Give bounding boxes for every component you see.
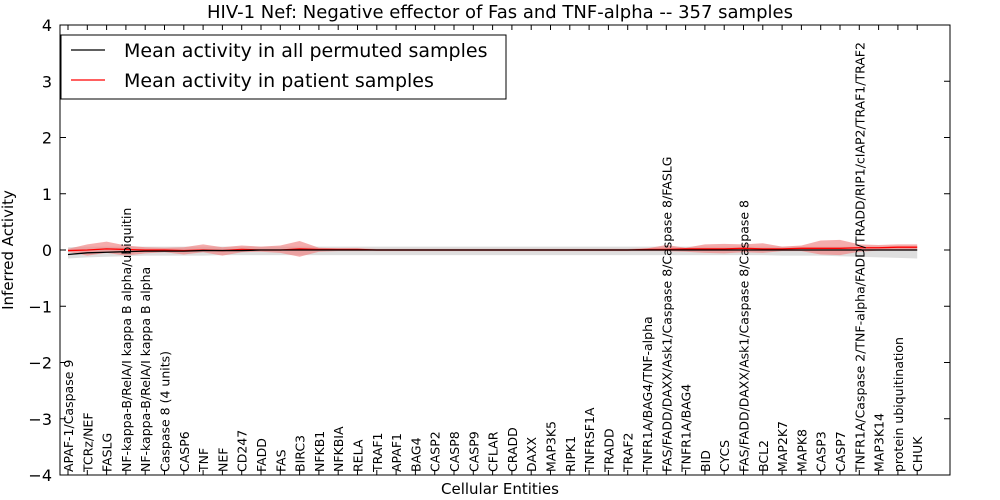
x-tick-label: CASP3 bbox=[814, 431, 829, 472]
y-tick-label: 1 bbox=[42, 185, 52, 204]
x-tick-label: BIRC3 bbox=[293, 435, 308, 472]
y-tick-label: 3 bbox=[42, 72, 52, 91]
x-tick-label: NFKB1 bbox=[312, 431, 327, 472]
y-axis: −4 −3 −2 −1 0 1 2 3 4 bbox=[28, 16, 950, 485]
x-tick-label: FADD bbox=[254, 438, 269, 472]
x-tick-label: DAXX bbox=[524, 436, 539, 472]
x-tick-label: RIPK1 bbox=[563, 436, 578, 472]
y-axis-label: Inferred Activity bbox=[0, 190, 17, 310]
x-tick-label: CASP6 bbox=[177, 431, 192, 472]
x-tick-label: MAP3K14 bbox=[872, 413, 887, 472]
y-tick-label: −2 bbox=[28, 354, 52, 373]
legend-label-permuted: Mean activity in all permuted samples bbox=[124, 40, 487, 62]
legend: Mean activity in all permuted samples Me… bbox=[60, 34, 507, 100]
x-tick-label: protein ubiquitination bbox=[891, 337, 906, 472]
x-tick-label: CASP2 bbox=[428, 431, 443, 472]
x-tick-label: NEF bbox=[215, 448, 230, 472]
legend-label-patient: Mean activity in patient samples bbox=[124, 70, 434, 92]
x-tick-label: BID bbox=[698, 450, 713, 472]
patient-band bbox=[68, 239, 918, 257]
y-tick-label: 2 bbox=[42, 129, 52, 148]
x-tick-label: CRADD bbox=[505, 427, 520, 472]
x-tick-label: FAS bbox=[273, 449, 288, 472]
x-tick-label: NFKBIA bbox=[331, 426, 346, 472]
x-tick-label: TRADD bbox=[601, 428, 616, 473]
x-tick-label: CD247 bbox=[235, 430, 250, 472]
y-tick-label: −4 bbox=[28, 466, 52, 485]
x-tick-label: CHUK bbox=[910, 436, 925, 472]
x-tick-label: FAS/FADD/DAXX/Ask1/Caspase 8/Caspase 8/F… bbox=[659, 157, 674, 472]
x-tick-label: BCL2 bbox=[756, 440, 771, 472]
series-lines bbox=[67, 246, 918, 256]
x-tick-label: MAP2K7 bbox=[775, 421, 790, 472]
x-tick-label: CFLAR bbox=[486, 431, 501, 472]
x-tick-label: TRAF1 bbox=[370, 432, 385, 473]
y-tick-label: 0 bbox=[42, 241, 52, 260]
x-tick-label: CASP9 bbox=[466, 431, 481, 472]
permuted-mean-line bbox=[67, 249, 918, 256]
x-axis: APAF-1/Caspase 9 TCRz/NEF FASLG NF-kappa-B/… bbox=[61, 25, 925, 475]
y-tick-label: 4 bbox=[42, 16, 52, 35]
x-tick-label: APAF-1/Caspase 9 bbox=[61, 360, 76, 472]
x-tick-label: TNFR1A/Caspase 2/TNF-alpha/FADD/TRADD/RI… bbox=[852, 42, 867, 473]
x-tick-label: TNFR1A/BAG4 bbox=[679, 384, 694, 473]
x-tick-label: NF-kappa-B/RelA/I kappa B alpha bbox=[138, 267, 153, 472]
x-tick-label: NF-kappa-B/RelA/I kappa B alpha/ubiquiti… bbox=[119, 208, 134, 472]
x-tick-label: TNF bbox=[196, 448, 211, 473]
x-tick-label: BAG4 bbox=[408, 437, 423, 472]
x-tick-label: FAS/FADD/DAXX/Ask1/Caspase 8/Caspase 8 bbox=[737, 200, 752, 472]
x-tick-label: CASP8 bbox=[447, 431, 462, 472]
chart-title: HIV-1 Nef: Negative effector of Fas and … bbox=[207, 2, 793, 23]
x-tick-label: TCRz/NEF bbox=[80, 412, 95, 473]
x-tick-label: CYCS bbox=[717, 440, 732, 472]
x-tick-label: FASLG bbox=[100, 433, 115, 472]
y-tick-label: −3 bbox=[28, 410, 52, 429]
x-tick-label: CASP7 bbox=[833, 431, 848, 472]
x-tick-label: TRAF2 bbox=[621, 432, 636, 473]
x-axis-label: Cellular Entities bbox=[441, 480, 559, 498]
x-tick-label: TNFRSF1A bbox=[582, 407, 597, 473]
x-tick-label: RELA bbox=[351, 439, 366, 472]
x-tick-label: MAP3K5 bbox=[544, 421, 559, 472]
x-tick-label: MAPK8 bbox=[794, 429, 809, 472]
x-tick-label: Caspase 8 (4 units) bbox=[158, 351, 173, 472]
x-tick-label: TNFR1A/BAG4/TNF-alpha bbox=[640, 316, 655, 473]
y-tick-label: −1 bbox=[28, 297, 52, 316]
legend-box bbox=[60, 34, 507, 100]
x-tick-label: APAF1 bbox=[389, 433, 404, 472]
